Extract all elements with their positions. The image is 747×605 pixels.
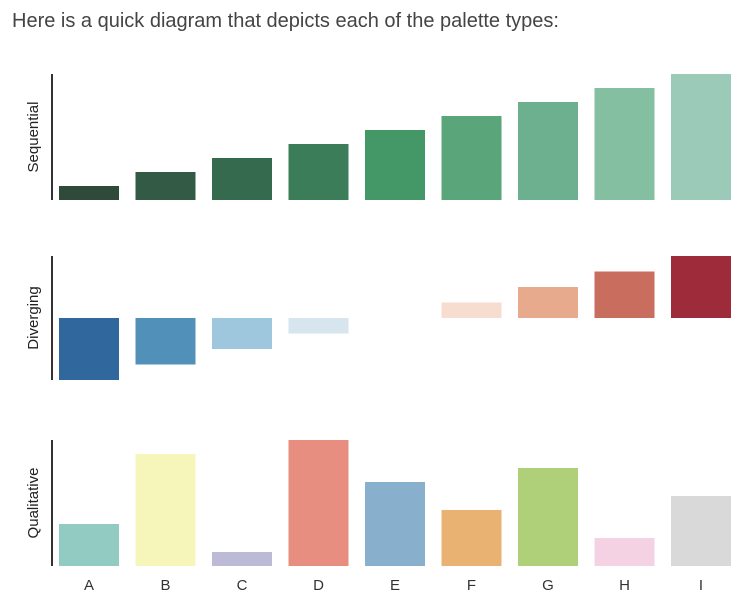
x-tick-label-f: F [467,577,476,594]
sequential-bar-c [212,158,272,200]
qualitative-bar-g [518,468,578,566]
sequential-bar-h [594,88,655,200]
diverging-bar-a [59,318,119,380]
sequential-bar-a [59,186,119,200]
x-tick-label-h: H [619,577,630,594]
qualitative-y-label: Qualitative [25,468,42,539]
diverging-bar-b [135,318,196,365]
diverging-y-label: Diverging [25,286,42,349]
sequential-y-label: Sequential [25,102,42,173]
diverging-bar-f [441,302,502,318]
qualitative-bar-e [365,482,425,566]
diverging-bar-i [671,256,731,318]
diverging-bar-h [594,271,655,318]
x-tick-label-a: A [84,577,94,594]
intro-text: Here is a quick diagram that depicts eac… [12,10,559,32]
sequential-bar-i [671,74,731,200]
qualitative-bar-i [671,496,731,566]
sequential-bar-f [441,116,502,200]
x-tick-label-c: C [237,577,248,594]
sequential-bar-d [288,144,349,200]
qualitative-bar-d [288,440,349,566]
x-tick-label-d: D [313,577,324,594]
diverging-bar-g [518,287,578,318]
sequential-bar-e [365,130,425,200]
diverging-bar-d [288,318,349,334]
x-tick-label-e: E [390,577,400,594]
x-tick-label-g: G [542,577,554,594]
diverging-bar-c [212,318,272,349]
qualitative-bar-f [441,510,502,566]
qualitative-bar-a [59,524,119,566]
qualitative-bar-h [594,538,655,566]
qualitative-bar-b [135,454,196,566]
sequential-bar-b [135,172,196,200]
x-tick-label-b: B [160,577,170,594]
sequential-bar-g [518,102,578,200]
x-tick-label-i: I [699,577,703,594]
qualitative-bar-c [212,552,272,566]
